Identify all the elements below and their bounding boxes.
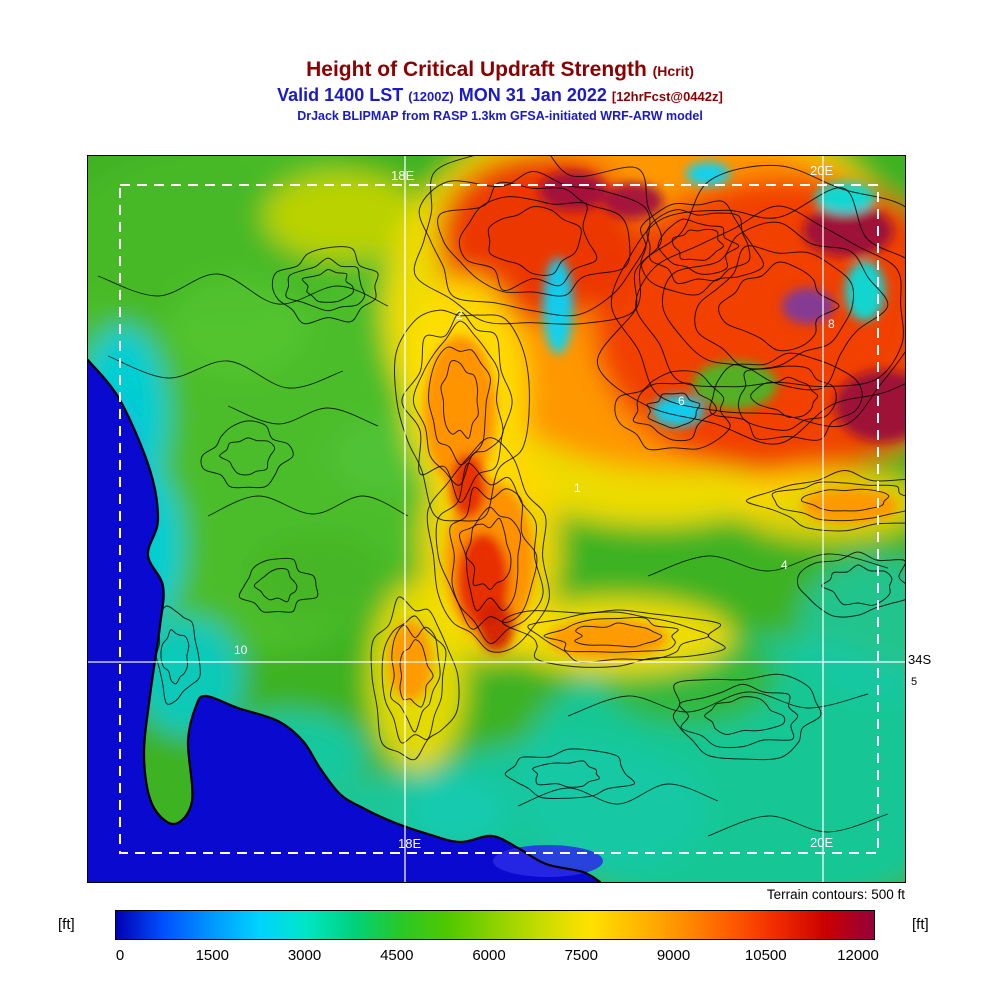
forecast-tag: [12hrFcst@0442z] — [611, 89, 723, 105]
colorbar-tick-label: 7500 — [564, 947, 598, 964]
map-label: 20E — [810, 835, 833, 850]
map-label: 1 — [574, 481, 581, 495]
coastline — [88, 358, 602, 882]
colorbar-tick-label: 9000 — [656, 947, 691, 964]
map-label: 18E — [391, 168, 414, 183]
colorbar-tick-label: 6000 — [472, 947, 506, 964]
graticule-label-outside: 5 — [911, 676, 918, 688]
domain-boundary — [119, 184, 879, 854]
map-label: 8 — [828, 317, 835, 331]
model-line: DrJack BLIPMAP from RASP 1.3km GFSA-init… — [297, 108, 703, 123]
chart-title: Height of Critical Updraft Strength (Hcr… — [0, 57, 1000, 83]
map-panel: 18E 20E 2 8 6 1 4 10 18E 20E — [87, 155, 906, 883]
terrain-contours — [97, 156, 905, 837]
colorbar-tick-label: 12000 — [837, 947, 879, 964]
map-label: 18E — [398, 836, 421, 851]
chart-title-suffix: (Hcrit) — [652, 63, 694, 79]
ocean — [88, 360, 603, 882]
colorbar-tick-label: 10500 — [744, 947, 787, 964]
colorbar-ticks: 0 1500 3000 4500 6000 7500 9000 10500 12000 — [115, 947, 879, 967]
map-label: 6 — [678, 394, 685, 408]
map-label: 20E — [810, 163, 833, 178]
colorbar — [115, 910, 875, 940]
header: Height of Critical Updraft Strength (Hcr… — [0, 57, 1000, 124]
graticule-label-outside: 34S — [908, 652, 932, 667]
map-label: 4 — [781, 558, 788, 572]
valid-line: Valid 1400 LST (1200Z) MON 31 Jan 2022 [… — [0, 84, 1000, 107]
terrain-note: Terrain contours: 500 ft — [766, 887, 905, 902]
chart-title-text: Height of Critical Updraft Strength — [306, 58, 647, 81]
colorbar-tick-label: 0 — [115, 947, 125, 964]
map-label: 2 — [456, 308, 463, 322]
valid-time: Valid 1400 LST — [277, 85, 404, 106]
colorbar-tick-label: 1500 — [195, 947, 229, 964]
valid-date: MON 31 Jan 2022 — [458, 85, 607, 106]
map-label: 10 — [234, 643, 248, 657]
graticule — [88, 156, 905, 882]
colorbar-unit-left: [ft] — [58, 916, 75, 933]
hcrit-color-detail — [388, 162, 905, 701]
colorbar-tick-label: 3000 — [287, 947, 322, 964]
valid-zulu: (1200Z) — [408, 89, 454, 105]
colorbar-unit-right: [ft] — [912, 916, 929, 933]
map-svg: 18E 20E 2 8 6 1 4 10 18E 20E — [88, 156, 905, 882]
colorbar-tick-label: 4500 — [380, 947, 414, 964]
